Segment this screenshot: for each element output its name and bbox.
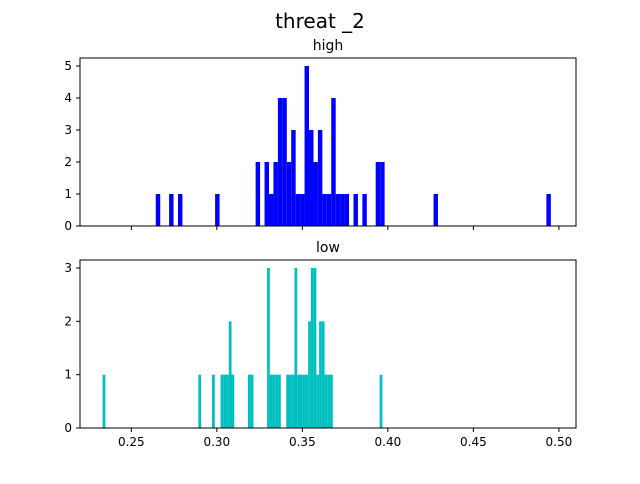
histogram-bar — [316, 374, 320, 428]
histogram-bar — [302, 374, 306, 428]
y-tick-label: 2 — [64, 155, 72, 169]
histogram-bar — [286, 162, 292, 226]
y-tick-label: 4 — [64, 91, 72, 105]
histogram-bar — [353, 194, 358, 226]
histogram-bar — [362, 194, 367, 226]
histogram-bar — [321, 321, 325, 428]
histogram-bar — [231, 374, 235, 428]
histogram-bar — [223, 374, 227, 428]
x-tick-label: 0.25 — [118, 435, 145, 449]
histogram-bar — [326, 194, 332, 226]
histogram-bar — [295, 194, 301, 226]
histogram-bar — [375, 162, 381, 226]
histogram-bar — [198, 374, 202, 428]
y-tick-label: 0 — [64, 219, 72, 233]
subplot-title: low — [316, 240, 340, 256]
histogram-bar — [299, 374, 303, 428]
histogram-bar — [379, 374, 383, 428]
histogram-bar — [305, 374, 309, 428]
histogram-bar — [226, 374, 229, 428]
histogram-bar — [319, 321, 322, 428]
histogram-bar — [304, 66, 310, 226]
histogram-bar — [317, 130, 323, 226]
histogram-bar — [169, 194, 174, 226]
panel-low: low 0.25 0.30 0.35 0.40 0.45 0.50 0 1 2 3 — [64, 240, 577, 449]
histogram-bar — [310, 268, 314, 428]
histogram-bar — [255, 162, 261, 226]
histogram-bar — [155, 194, 161, 226]
x-tick-label: 0.50 — [546, 435, 573, 449]
histogram-bar — [309, 130, 314, 226]
histogram-bar — [433, 194, 438, 226]
figure-title: threat _2 — [275, 9, 365, 33]
x-tick-label: 0.35 — [289, 435, 316, 449]
histogram-bar — [282, 98, 287, 226]
histogram-bar — [228, 321, 232, 428]
histogram-bar — [267, 268, 270, 428]
histogram-bar — [277, 98, 283, 226]
histogram-bar — [330, 374, 333, 428]
panel-high: high 0 1 2 3 4 5 — [64, 38, 577, 233]
x-tick-label: 0.30 — [203, 435, 230, 449]
axes-frame — [79, 57, 577, 227]
y-tick-label: 2 — [64, 314, 72, 328]
histogram-bar — [297, 374, 300, 428]
y-tick-label: 3 — [64, 123, 72, 137]
histogram-bar — [322, 194, 327, 226]
histogram-bar — [269, 374, 273, 428]
y-tick-label: 1 — [64, 368, 72, 382]
histogram-bar — [313, 268, 317, 428]
histogram-bar — [300, 194, 305, 226]
histogram-bar — [313, 162, 318, 226]
x-tick-label: 0.45 — [460, 435, 487, 449]
histogram-bar — [286, 374, 290, 428]
axes-frame — [79, 259, 577, 429]
histogram-bar — [250, 374, 254, 428]
histogram-bar — [212, 374, 215, 428]
histogram-bar — [272, 374, 276, 428]
histogram-bar — [331, 98, 336, 226]
y-tick-label: 1 — [64, 187, 72, 201]
y-tick-label: 5 — [64, 59, 72, 73]
histogram-bar — [215, 194, 220, 226]
histogram-bar — [264, 162, 269, 226]
subplot-title: high — [313, 38, 344, 54]
histogram-bar — [275, 374, 279, 428]
histogram-bar — [278, 374, 281, 428]
histogram-bar — [380, 162, 385, 226]
histogram-bar — [177, 194, 183, 226]
histogram-bar — [220, 374, 224, 428]
histogram-bar — [268, 194, 274, 226]
histogram-bar — [291, 374, 295, 428]
histogram-bar — [294, 268, 298, 428]
y-tick-label: 3 — [64, 261, 72, 275]
histogram-bar — [344, 194, 350, 226]
histogram-bar — [327, 374, 331, 428]
histogram-bar — [289, 374, 292, 428]
histogram-bar — [546, 194, 551, 226]
x-tick-label: 0.40 — [375, 435, 402, 449]
histogram-bar — [102, 374, 106, 428]
histogram-bar — [324, 374, 328, 428]
histogram-bar — [247, 374, 251, 428]
histogram-bar — [291, 130, 296, 226]
histogram-bar — [273, 162, 278, 226]
y-tick-label: 0 — [64, 421, 72, 435]
histogram-bar — [340, 194, 345, 226]
histogram-bar — [308, 321, 311, 428]
histogram-bar — [335, 194, 341, 226]
